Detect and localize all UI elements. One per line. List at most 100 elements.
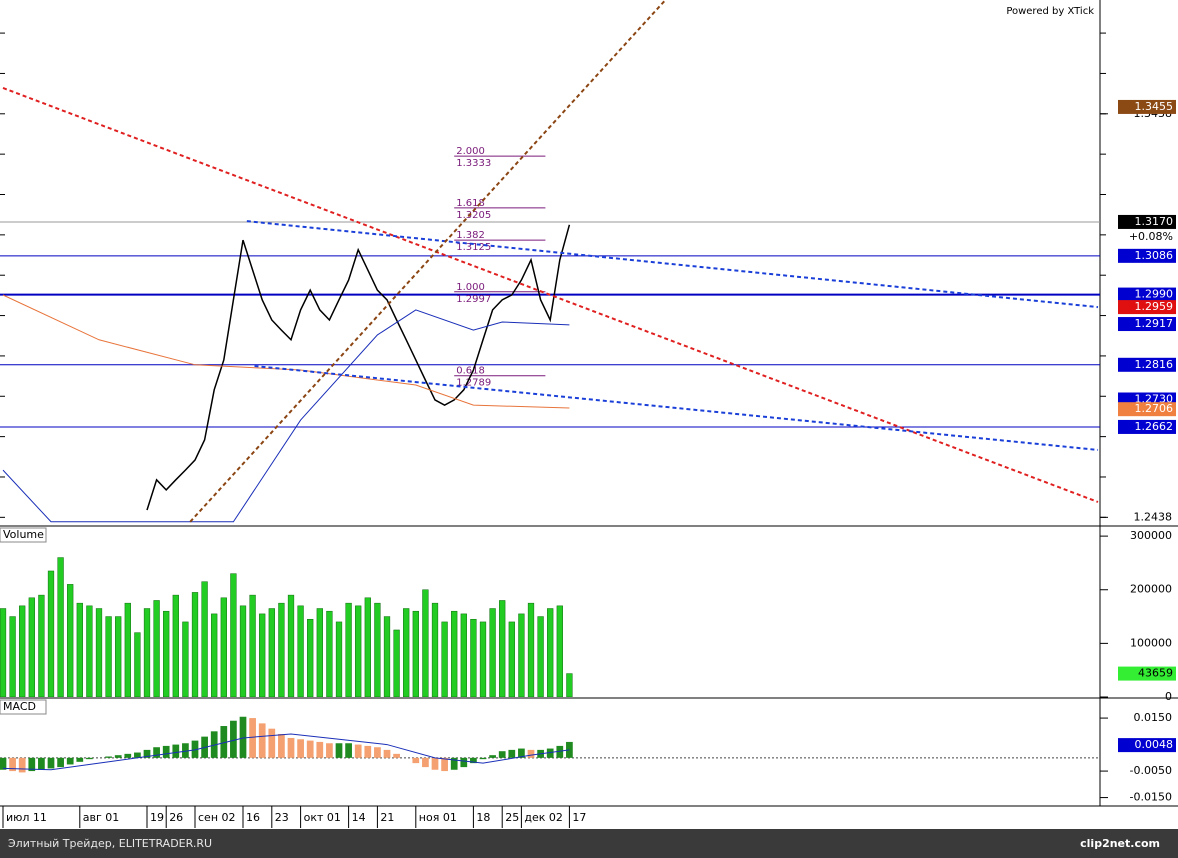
volume-bar: [451, 610, 458, 697]
macd-bar: [450, 757, 458, 770]
time-label: 18: [476, 811, 490, 824]
panels: 2.0001.33331.6181.32051.3821.31251.0001.…: [0, 0, 1176, 828]
price-tag: [1118, 419, 1176, 434]
volume-bar: [393, 629, 400, 697]
macd-bar: [57, 757, 64, 768]
time-label: 16: [246, 811, 260, 824]
macd-bar: [470, 757, 477, 764]
price-tag-label: 1.2990: [1135, 288, 1174, 301]
price-tag-label: 43659: [1138, 667, 1173, 680]
volume-bar: [470, 618, 477, 697]
macd-bar: [239, 716, 247, 758]
macd-bar: [153, 747, 160, 758]
volume-bar: [460, 613, 467, 697]
time-label: 21: [380, 811, 394, 824]
volume-bar: [220, 597, 227, 697]
price-tag-label: 0.0048: [1135, 738, 1174, 751]
line: [189, 0, 667, 523]
volume-bar: [38, 594, 45, 697]
macd-bar: [345, 743, 352, 758]
volume-bar: [172, 594, 179, 697]
macd-bar: [38, 757, 45, 770]
macd-bar: [460, 757, 468, 768]
macd-bar: [18, 757, 26, 773]
macd-bar: [191, 740, 199, 758]
price-tag-label: 1.2917: [1135, 317, 1174, 330]
volume-bar: [124, 602, 131, 697]
price-tag-label: 1.3086: [1135, 249, 1174, 262]
volume-bar: [326, 610, 333, 697]
volume-bar: [249, 594, 256, 697]
footer-source: Элитный Трейдер, ELITETRADER.RU: [8, 837, 212, 850]
line: [146, 224, 571, 511]
price-tag: [1118, 287, 1176, 302]
panel: 2.0001.33331.6181.32051.3821.31251.0001.…: [0, 0, 1100, 523]
macd-bar: [182, 743, 189, 758]
macd-bar: [441, 757, 448, 772]
panel-title: Volume: [3, 528, 44, 541]
value-axis: 1.34381.24381.34551.3170+0.08%1.30861.29…: [1100, 32, 1176, 523]
price-tag: [1118, 300, 1176, 315]
macd-bar: [28, 757, 36, 772]
change-label: +0.08%: [1129, 230, 1173, 243]
time-label: ноя 01: [419, 811, 457, 824]
volume-bar: [508, 621, 515, 697]
volume-bar: [566, 673, 573, 697]
volume-bar: [431, 602, 439, 697]
volume-bar: [287, 594, 295, 697]
macd-bar: [66, 757, 74, 765]
macd-bar: [114, 755, 122, 758]
y-tick-label: -0.0050: [1130, 764, 1172, 777]
y-tick-label: 300000: [1130, 529, 1172, 542]
price-tag: [1118, 248, 1176, 263]
macd-bar: [105, 756, 112, 758]
price-tag: [1118, 99, 1176, 114]
volume-bar: [556, 605, 563, 697]
panel-title-box: [0, 527, 47, 543]
volume-bar: [364, 597, 371, 697]
volume-bar: [499, 600, 506, 697]
volume-bar: [134, 632, 141, 697]
macd-bar: [479, 757, 487, 760]
y-tick-label: 1.2438: [1134, 510, 1173, 523]
y-tick-label: 100000: [1130, 636, 1172, 649]
volume-bar: [95, 608, 103, 697]
y-tick-label: 200000: [1130, 583, 1172, 596]
volume-bar: [489, 608, 496, 697]
macd-bar: [210, 731, 218, 758]
macd-bar: [518, 748, 525, 758]
volume-bar: [67, 584, 74, 697]
volume-bar: [57, 557, 64, 697]
macd-bar: [508, 749, 516, 758]
volume-bar: [211, 613, 218, 697]
volume-bar: [307, 618, 314, 697]
volume-bar: [201, 581, 208, 697]
volume-bar: [422, 589, 429, 697]
macd-bar: [86, 757, 93, 760]
macd-bar: [306, 740, 314, 758]
volume-bar: [403, 608, 410, 697]
macd-bar: [364, 745, 372, 758]
volume-bar: [163, 610, 170, 697]
y-tick-label: -0.0150: [1130, 791, 1172, 804]
fib-price: 1.2789: [456, 378, 491, 389]
volume-bar: [230, 573, 237, 697]
line: [2, 309, 570, 523]
volume-bar: [345, 602, 352, 697]
macd-bar: [220, 726, 228, 758]
volume-bar: [115, 616, 122, 697]
macd-bar: [162, 745, 170, 758]
time-label: июл 11: [6, 811, 47, 824]
volume-bar: [527, 602, 535, 697]
time-label: 26: [169, 811, 183, 824]
volume-bar: [297, 605, 304, 697]
time-label: авг 01: [83, 811, 120, 824]
price-tag-label: 1.2816: [1135, 358, 1174, 371]
panel-title-box: [0, 699, 47, 715]
macd-bar: [431, 757, 439, 770]
price-tag: [1118, 357, 1176, 372]
price-tag: [1118, 402, 1176, 417]
macd-bar: [335, 743, 343, 758]
volume-bar: [316, 608, 323, 697]
